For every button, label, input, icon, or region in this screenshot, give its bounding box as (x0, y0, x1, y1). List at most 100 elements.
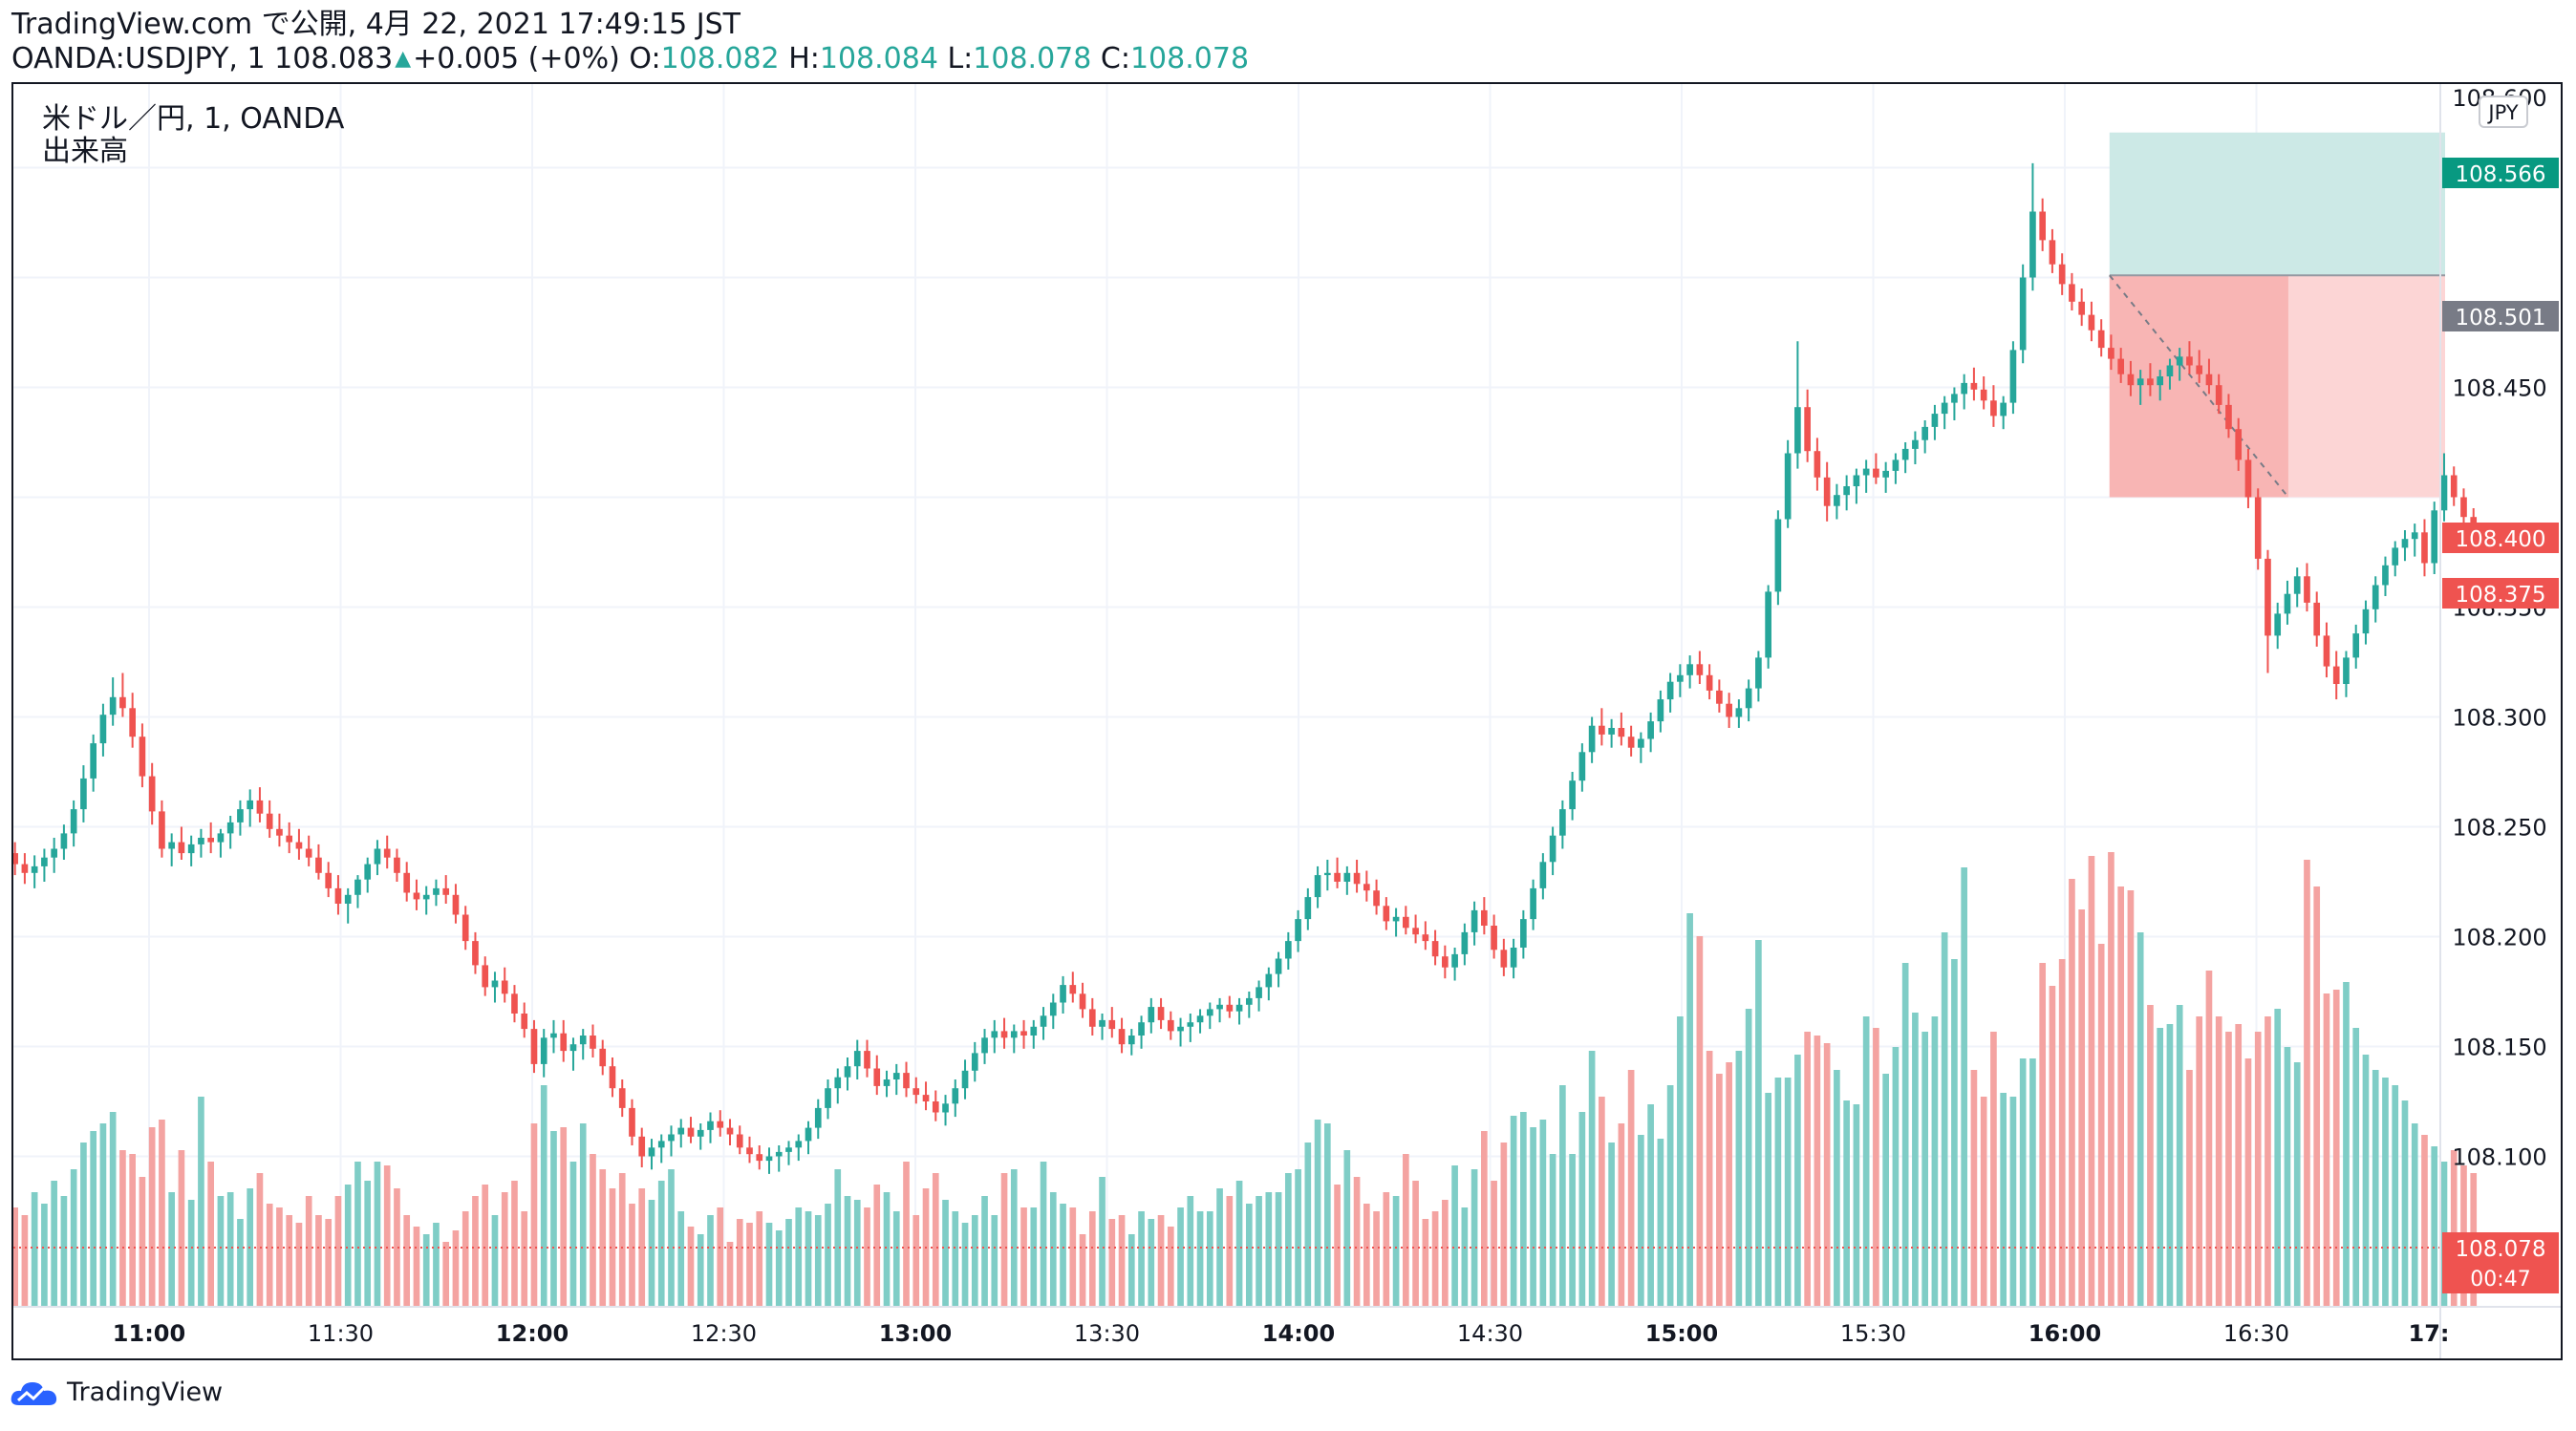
volume-bar (1666, 1085, 1674, 1307)
candle-body (726, 1127, 734, 1135)
volume-bar (1618, 1123, 1625, 1307)
volume-bar (2049, 986, 2056, 1307)
chart-frame[interactable]: 108.600108.550108.450108.350108.300108.2… (11, 82, 2563, 1360)
candle-body (2440, 475, 2448, 511)
candle-body (2401, 539, 2409, 548)
volume-bar (13, 1207, 18, 1307)
volume-bar (2235, 1024, 2243, 1307)
candle-body (1431, 941, 1439, 957)
volume-bar (159, 1120, 165, 1307)
brand-name: TradingView (67, 1378, 224, 1407)
candle-body (952, 1088, 959, 1104)
candle-body (276, 828, 283, 836)
candle-body (1334, 872, 1341, 882)
candle-body (981, 1037, 988, 1054)
volume-bar (226, 1192, 234, 1307)
candle-body (1696, 664, 1704, 675)
volume-bar (795, 1207, 803, 1307)
volume-bar (1686, 913, 1693, 1307)
candle-body (697, 1129, 704, 1137)
candle-body (2186, 356, 2193, 366)
candle-body (295, 842, 303, 849)
volume-bar (1765, 1093, 1771, 1307)
candle-body (2088, 314, 2095, 331)
volume-bar (892, 1211, 900, 1307)
volume-bar (609, 1188, 616, 1307)
volume-bar (442, 1242, 450, 1307)
volume-legend: 出来高 (42, 135, 128, 168)
volume-bar (354, 1162, 361, 1307)
high-value: 108.084 (819, 42, 938, 75)
candle-body (991, 1031, 998, 1038)
volume-bar (1892, 1047, 1900, 1307)
volume-bar (1314, 1120, 1321, 1307)
candle-body (1108, 1019, 1116, 1030)
volume-bar (1990, 1032, 1997, 1307)
time-tick-label: 14:30 (1457, 1320, 1523, 1347)
candle-body (922, 1095, 930, 1101)
candle-body (2009, 350, 2017, 403)
candle-body (1941, 402, 1948, 415)
candle-body (1245, 997, 1253, 1005)
candle-body (511, 993, 518, 1014)
volume-bar (1578, 1112, 1586, 1307)
volume-bar (1726, 1062, 1732, 1307)
candle-body (2097, 330, 2105, 349)
volume-bar (334, 1196, 342, 1307)
volume-bar (1951, 959, 1958, 1307)
volume-bar (433, 1223, 440, 1307)
candle-body (217, 833, 225, 843)
price-chart[interactable]: 108.600108.550108.450108.350108.300108.2… (13, 84, 2561, 1358)
candle-body (90, 743, 97, 779)
volume-bar (364, 1181, 372, 1307)
candle-body (1020, 1031, 1027, 1036)
volume-bar (2186, 1070, 2193, 1307)
volume-bar (1970, 1070, 1978, 1307)
low-label: L: (947, 42, 974, 75)
candle-body (237, 809, 244, 822)
candle-body (403, 872, 411, 893)
candle-body (746, 1147, 753, 1155)
candle-body (1403, 916, 1409, 929)
candle-body (1314, 875, 1321, 898)
candle-body (2332, 666, 2340, 684)
currency-button[interactable]: JPY (2479, 96, 2528, 128)
volume-bar (2382, 1078, 2389, 1307)
candle-body (501, 980, 508, 994)
volume-bar (1451, 1165, 1458, 1307)
volume-bar (2166, 1024, 2174, 1307)
volume-bar (981, 1196, 988, 1307)
volume-bar (119, 1150, 126, 1307)
volume-bar (825, 1204, 831, 1307)
volume-bar (2196, 1016, 2203, 1307)
volume-bar (70, 1169, 77, 1307)
candle-body (550, 1033, 557, 1038)
volume-bar (2117, 886, 2125, 1307)
candle-body (1647, 721, 1654, 739)
candle-body (1726, 703, 1732, 717)
candle-body (2411, 532, 2418, 540)
candle-body (892, 1073, 900, 1079)
volume-bar (1510, 1116, 1517, 1307)
candle-body (2343, 657, 2350, 684)
volume-bar (1696, 936, 1704, 1307)
candle-body (1138, 1022, 1145, 1036)
volume-bar (1774, 1078, 1782, 1307)
volume-bar (765, 1223, 773, 1307)
volume-bar (1853, 1104, 1860, 1307)
volume-bar (961, 1223, 969, 1307)
volume-bar (1608, 1143, 1615, 1307)
tradingview-cloud-icon (11, 1381, 57, 1405)
candle-body (2235, 429, 2243, 460)
candle-body (1383, 906, 1390, 922)
candle-body (1461, 931, 1469, 954)
time-tick-label: 15:00 (1645, 1320, 1718, 1347)
volume-bar (1627, 1070, 1635, 1307)
time-tick-label: 12:00 (496, 1320, 569, 1347)
price-change: +0.005 (+0%) (413, 42, 620, 75)
candle-body (1549, 835, 1556, 863)
volume-bar (1256, 1196, 1262, 1307)
close-value: 108.078 (1129, 42, 1250, 75)
candle-body (1882, 470, 1889, 478)
candle-body (1735, 708, 1743, 717)
